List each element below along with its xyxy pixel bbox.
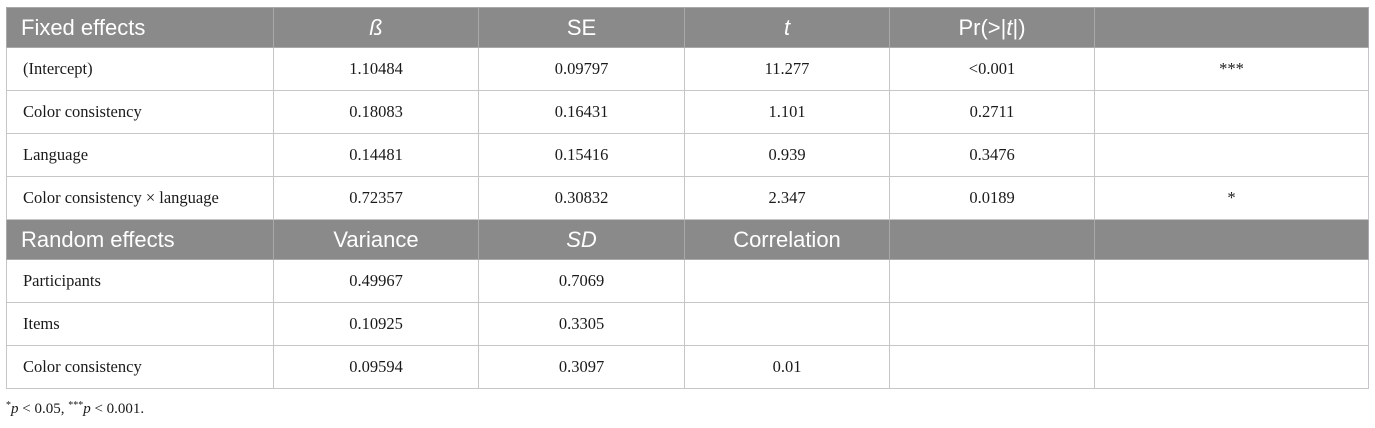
variance-cell: 0.09594 [273,345,479,389]
empty-cell [1094,259,1369,303]
footnote-marker-2: *** [68,400,84,411]
correlation-header: Correlation [684,219,890,260]
footnote-p-1: p [11,401,19,417]
empty-header [889,219,1095,260]
significance-cell [1094,133,1369,177]
beta-cell: 0.14481 [273,133,479,177]
beta-cell: 0.72357 [273,176,479,220]
empty-cell [889,302,1095,346]
row-label: Participants [6,259,274,303]
table-row: Color consistency 0.09594 0.3097 0.01 [6,345,1369,389]
t-cell: 11.277 [684,47,890,91]
sd-cell: 0.3097 [478,345,685,389]
row-label: Color consistency [6,345,274,389]
row-label: Items [6,302,274,346]
random-effects-header-row: Random effects Variance SD Correlation [6,219,1369,260]
significance-header [1094,7,1369,48]
random-effects-header: Random effects [6,219,274,260]
empty-cell [889,259,1095,303]
footnote-text-2: < 0.001. [90,401,145,417]
empty-cell [889,345,1095,389]
correlation-cell [684,259,890,303]
row-label: (Intercept) [6,47,274,91]
footnote-p-2: p [83,401,91,417]
se-header: SE [478,7,685,48]
table-footnote: *p < 0.05, ***p < 0.001. [6,400,144,418]
table-row: Color consistency × language 0.72357 0.3… [6,176,1369,220]
t-header: t [684,7,890,48]
p-header-t: t [1006,14,1013,40]
t-cell: 1.101 [684,90,890,134]
footnote-marker-1: * [6,400,11,411]
row-label: Color consistency [6,90,274,134]
correlation-cell [684,302,890,346]
se-cell: 0.15416 [478,133,685,177]
table-row: Color consistency 0.18083 0.16431 1.101 … [6,90,1369,134]
regression-table: Fixed effects ß SE t Pr(>|t|) (Intercept… [6,7,1369,389]
variance-cell: 0.10925 [273,302,479,346]
significance-cell: *** [1094,47,1369,91]
beta-header: ß [273,7,479,48]
sd-cell: 0.3305 [478,302,685,346]
beta-cell: 0.18083 [273,90,479,134]
variance-cell: 0.49967 [273,259,479,303]
p-cell: 0.0189 [889,176,1095,220]
se-cell: 0.16431 [478,90,685,134]
empty-cell [1094,302,1369,346]
fixed-effects-header-row: Fixed effects ß SE t Pr(>|t|) [6,7,1369,48]
sd-cell: 0.7069 [478,259,685,303]
row-label: Color consistency × language [6,176,274,220]
correlation-cell: 0.01 [684,345,890,389]
p-header-suffix: |) [1012,14,1026,40]
p-value-header: Pr(>|t|) [889,7,1095,48]
p-cell: 0.3476 [889,133,1095,177]
se-cell: 0.09797 [478,47,685,91]
p-cell: <0.001 [889,47,1095,91]
p-cell: 0.2711 [889,90,1095,134]
t-cell: 2.347 [684,176,890,220]
se-cell: 0.30832 [478,176,685,220]
significance-cell [1094,90,1369,134]
empty-cell [1094,345,1369,389]
sd-header: SD [478,219,685,260]
empty-header [1094,219,1369,260]
variance-header: Variance [273,219,479,260]
table-row: (Intercept) 1.10484 0.09797 11.277 <0.00… [6,47,1369,91]
p-header-prefix: Pr(>| [958,14,1007,40]
table-row: Items 0.10925 0.3305 [6,302,1369,346]
fixed-effects-header: Fixed effects [6,7,274,48]
row-label: Language [6,133,274,177]
significance-cell: * [1094,176,1369,220]
footnote-text-1: < 0.05, [18,401,69,417]
table-row: Language 0.14481 0.15416 0.939 0.3476 [6,133,1369,177]
t-cell: 0.939 [684,133,890,177]
table-row: Participants 0.49967 0.7069 [6,259,1369,303]
beta-cell: 1.10484 [273,47,479,91]
